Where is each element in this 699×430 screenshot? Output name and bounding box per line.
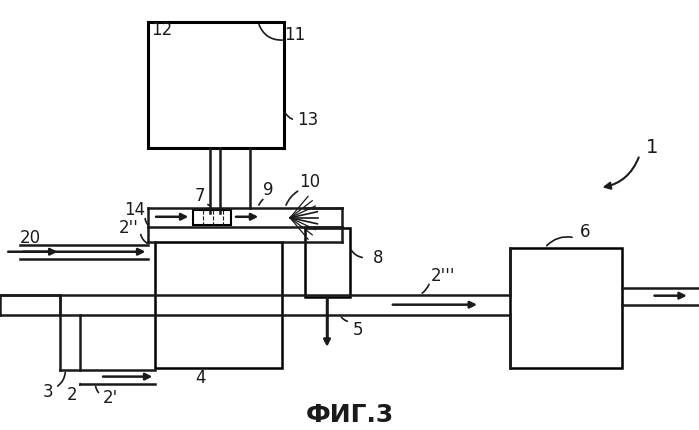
Text: 2'': 2'' [118,219,138,237]
Text: ФИГ.3: ФИГ.3 [306,402,394,427]
Text: 3: 3 [43,383,54,401]
Bar [510,248,621,368]
Text: 11: 11 [284,26,305,44]
Bar [216,22,284,148]
Bar [193,210,231,225]
Bar [148,22,216,148]
Text: 9: 9 [263,181,273,199]
Text: 2': 2' [103,389,118,407]
Text: 4: 4 [195,369,206,387]
Text: 6: 6 [579,223,590,241]
Bar [305,228,350,297]
Text: 2''': 2''' [431,267,455,285]
Text: 13: 13 [297,111,319,129]
Text: 10: 10 [299,173,321,191]
Text: 7: 7 [195,187,206,205]
Text: 20: 20 [20,229,41,247]
Bar [148,22,284,148]
Text: 12: 12 [152,21,173,39]
Text: 1: 1 [645,138,658,157]
Text: 14: 14 [124,201,145,219]
Text: 2: 2 [67,386,78,404]
Text: 5: 5 [353,321,363,339]
Bar [155,242,282,368]
Text: 8: 8 [373,249,383,267]
